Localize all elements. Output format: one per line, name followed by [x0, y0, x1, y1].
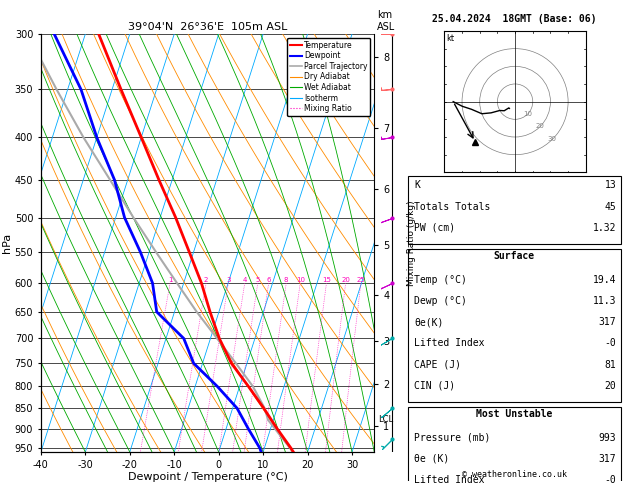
Text: -0: -0 [604, 475, 616, 485]
Text: 20: 20 [604, 381, 616, 391]
Text: 13: 13 [604, 180, 616, 191]
Text: 19.4: 19.4 [593, 275, 616, 285]
Text: Surface: Surface [494, 251, 535, 261]
Text: Most Unstable: Most Unstable [476, 409, 552, 419]
Text: PW (cm): PW (cm) [415, 223, 455, 233]
Text: © weatheronline.co.uk: © weatheronline.co.uk [462, 470, 567, 479]
Text: 1: 1 [168, 277, 172, 283]
Text: 6: 6 [267, 277, 271, 283]
Text: 11.3: 11.3 [593, 296, 616, 306]
Text: 10: 10 [523, 111, 532, 117]
Text: 45: 45 [604, 202, 616, 211]
Text: 8: 8 [284, 277, 289, 283]
Text: Pressure (mb): Pressure (mb) [415, 433, 491, 443]
X-axis label: Dewpoint / Temperature (°C): Dewpoint / Temperature (°C) [128, 472, 287, 483]
Text: 993: 993 [599, 433, 616, 443]
Text: 1.32: 1.32 [593, 223, 616, 233]
Text: 317: 317 [599, 454, 616, 464]
Text: CAPE (J): CAPE (J) [415, 360, 462, 369]
Text: θe(K): θe(K) [415, 317, 444, 327]
Text: Mixing Ratio (g/kg): Mixing Ratio (g/kg) [408, 200, 416, 286]
Text: K: K [415, 180, 420, 191]
Text: -0: -0 [604, 338, 616, 348]
Text: 10: 10 [296, 277, 304, 283]
Text: kt: kt [446, 35, 454, 43]
Text: 20: 20 [535, 123, 544, 129]
Text: Lifted Index: Lifted Index [415, 338, 485, 348]
Text: 3: 3 [226, 277, 231, 283]
Text: θe (K): θe (K) [415, 454, 450, 464]
Text: 25.04.2024  18GMT (Base: 06): 25.04.2024 18GMT (Base: 06) [432, 15, 596, 24]
Text: CIN (J): CIN (J) [415, 381, 455, 391]
Y-axis label: hPa: hPa [2, 233, 12, 253]
Text: Temp (°C): Temp (°C) [415, 275, 467, 285]
Legend: Temperature, Dewpoint, Parcel Trajectory, Dry Adiabat, Wet Adiabat, Isotherm, Mi: Temperature, Dewpoint, Parcel Trajectory… [287, 38, 370, 116]
Title: 39°04'N  26°36'E  105m ASL: 39°04'N 26°36'E 105m ASL [128, 22, 287, 32]
Text: 4: 4 [243, 277, 247, 283]
Text: LCL: LCL [379, 416, 394, 424]
Text: 81: 81 [604, 360, 616, 369]
Text: Dewp (°C): Dewp (°C) [415, 296, 467, 306]
Text: Lifted Index: Lifted Index [415, 475, 485, 485]
Text: 2: 2 [204, 277, 208, 283]
Text: Totals Totals: Totals Totals [415, 202, 491, 211]
Text: 317: 317 [599, 317, 616, 327]
Text: 15: 15 [322, 277, 331, 283]
Text: km
ASL: km ASL [377, 10, 396, 32]
Text: 20: 20 [341, 277, 350, 283]
Text: 5: 5 [255, 277, 260, 283]
Text: 30: 30 [548, 136, 557, 142]
Text: 25: 25 [357, 277, 365, 283]
